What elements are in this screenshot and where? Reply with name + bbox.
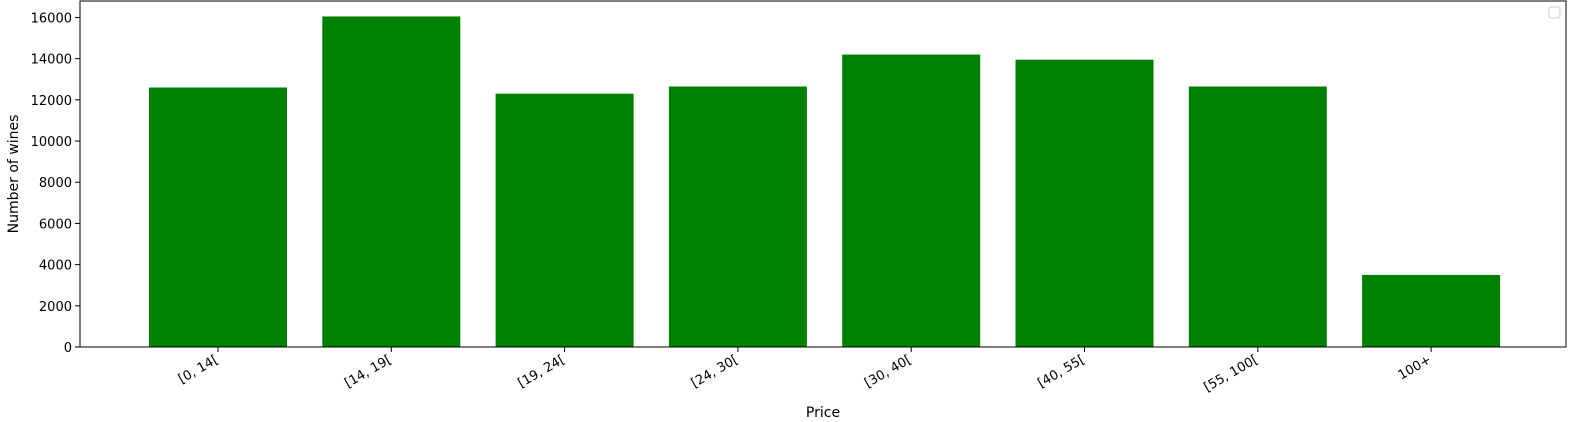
bar (1188, 86, 1327, 347)
bar (322, 16, 461, 347)
y-tick-label: 0 (64, 341, 72, 356)
x-tick-label: [24, 30[ (689, 352, 741, 391)
y-tick-label: 10000 (31, 135, 72, 150)
x-axis-label: Price (806, 405, 840, 421)
bar (1362, 274, 1501, 347)
bar (842, 54, 981, 348)
bars-group (149, 16, 1501, 348)
x-tick-label: [40, 55[ (1035, 352, 1087, 391)
legend-box (1548, 6, 1561, 19)
x-tick-label: 100+ (1396, 352, 1434, 383)
x-tick-label: [14, 19[ (342, 352, 394, 391)
y-tick-label: 14000 (31, 53, 72, 68)
bar (1015, 59, 1154, 347)
y-tick-label: 4000 (39, 259, 72, 274)
plot-frame (79, 0, 1567, 348)
y-tick-label: 2000 (39, 300, 72, 315)
y-tick-label: 16000 (31, 11, 72, 26)
bar (495, 93, 634, 347)
y-tick-label: 8000 (39, 176, 72, 191)
y-tick-label: 6000 (39, 217, 72, 232)
bar (668, 86, 807, 347)
bar (149, 87, 287, 347)
x-tick-label: [30, 40[ (862, 352, 914, 391)
y-axis-ticks: 0 2000 4000 6000 8000 10000 12000 14000 16000 (31, 11, 80, 356)
x-tick-label: [55, 100[ (1202, 352, 1261, 395)
plot-background (80, 1, 1566, 347)
y-axis-label: Number of wines (6, 115, 22, 234)
x-tick-label: [0, 14[ (176, 352, 221, 387)
x-tick-label: [19, 24[ (515, 352, 567, 391)
x-axis-ticks: [0, 14[ [14, 19[ [19, 24[ [24, 30[ [30, 40[ [… (176, 347, 1434, 395)
y-tick-label: 12000 (31, 94, 72, 109)
